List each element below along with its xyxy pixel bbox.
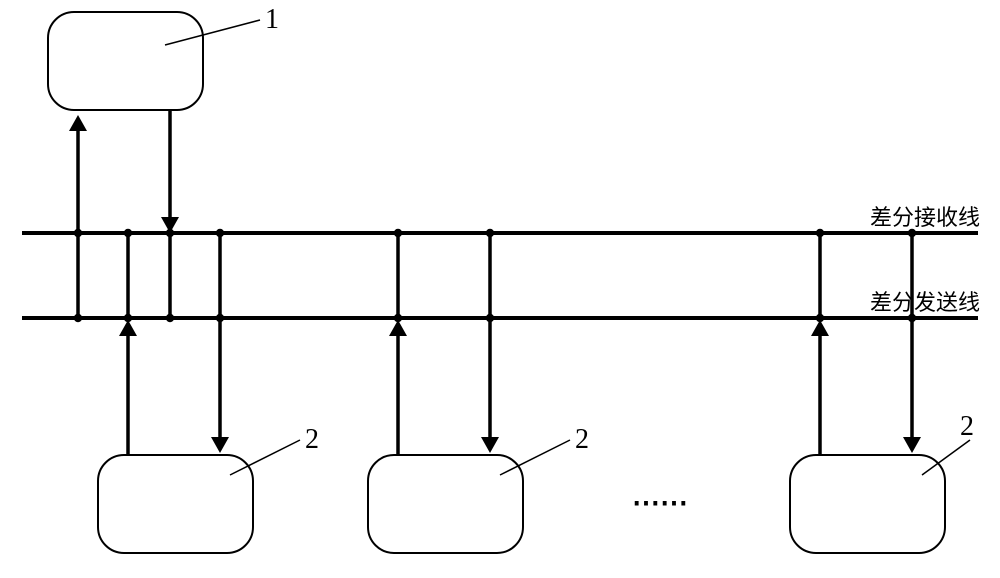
callout-label: 1 xyxy=(265,4,279,35)
master-down-arrow xyxy=(161,110,179,233)
junction-dot xyxy=(124,229,132,237)
slave-down-arrow xyxy=(481,318,499,453)
slave-up-arrow xyxy=(389,320,407,455)
junction-dot xyxy=(216,229,224,237)
slave-node xyxy=(368,455,523,553)
callout-label: 2 xyxy=(575,424,589,455)
junction-dot xyxy=(816,314,824,322)
slave-up-arrow xyxy=(811,320,829,455)
callout-line xyxy=(230,440,300,475)
junction-dot xyxy=(394,229,402,237)
slave-up-arrow xyxy=(119,320,137,455)
slave-down-arrow xyxy=(211,318,229,453)
junction-dot xyxy=(816,229,824,237)
junction-dot xyxy=(166,229,174,237)
junction-dot xyxy=(74,229,82,237)
junction-dot xyxy=(908,314,916,322)
slave-node xyxy=(98,455,253,553)
master-node xyxy=(48,12,203,110)
junction-dot xyxy=(394,314,402,322)
junction-dot xyxy=(124,314,132,322)
bus-diagram: 差分接收线差分发送线 1 2 2 2 ⋯⋯ xyxy=(0,0,1000,578)
junction-dot xyxy=(74,314,82,322)
diff-tx-label: 差分发送线 xyxy=(870,290,980,315)
slave-down-arrow xyxy=(903,318,921,453)
junction-dot xyxy=(216,314,224,322)
junction-dot xyxy=(908,229,916,237)
callout-label: 2 xyxy=(305,424,319,455)
callout-line xyxy=(500,440,570,475)
callout-label: 2 xyxy=(960,411,974,442)
diff-rx-label: 差分接收线 xyxy=(870,205,980,230)
junction-dot xyxy=(486,229,494,237)
master-up-arrow xyxy=(69,115,87,233)
ellipsis: ⋯⋯ xyxy=(632,488,688,519)
slave-node xyxy=(790,455,945,553)
junction-dot xyxy=(166,314,174,322)
junction-dot xyxy=(486,314,494,322)
